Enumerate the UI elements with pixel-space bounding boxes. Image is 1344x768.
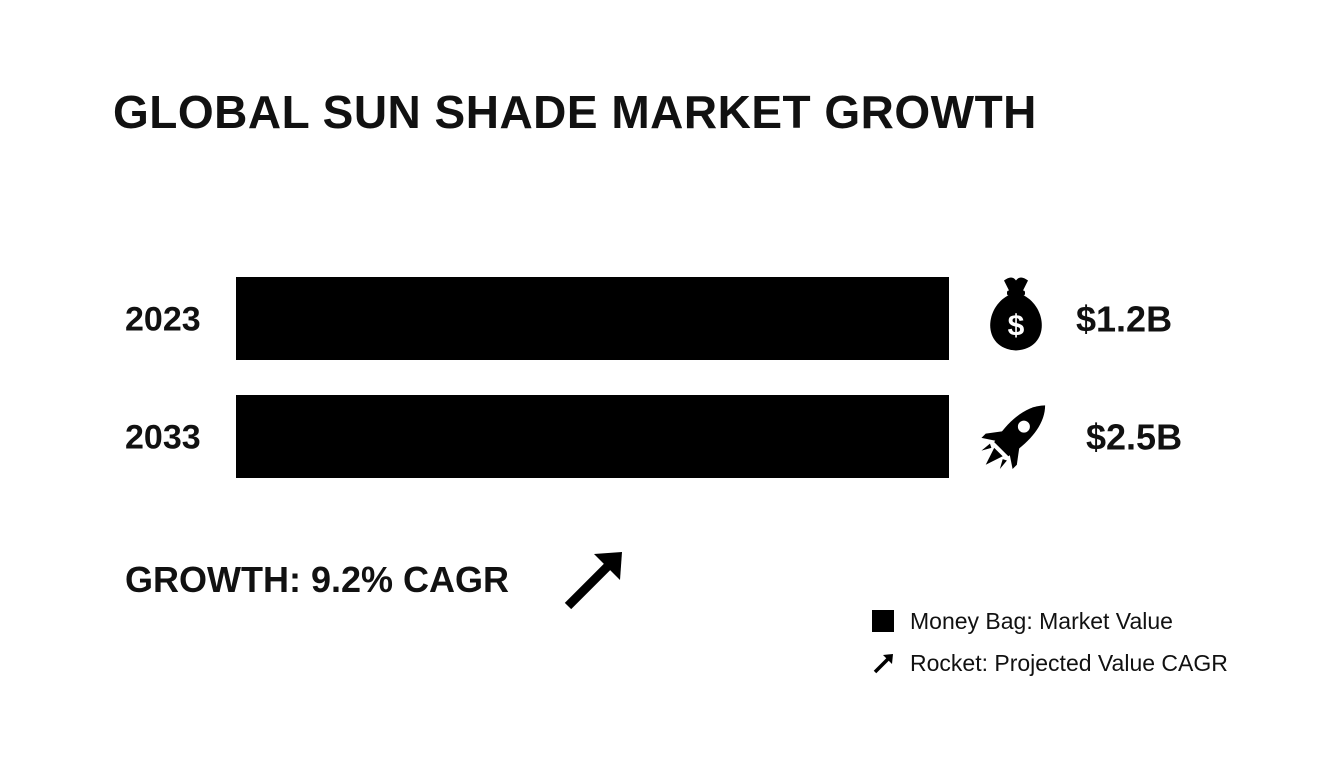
bar (236, 277, 949, 360)
chart-title: GLOBAL SUN SHADE MARKET GROWTH (113, 86, 1037, 138)
bar-row-2023: 2023 $ $1.2B (125, 277, 1172, 360)
value-label: $1.2B (1076, 299, 1172, 340)
legend-label-money-bag: Money Bag: Market Value (910, 607, 1173, 634)
growth-arrow-icon (564, 552, 622, 610)
legend-label-rocket: Rocket: Projected Value CAGR (910, 649, 1228, 676)
arrow-up-right-icon (873, 654, 893, 674)
money-bag-icon: $ (990, 277, 1042, 351)
value-label: $2.5B (1086, 417, 1182, 458)
svg-text:$: $ (1008, 310, 1025, 343)
square-swatch-icon (872, 610, 894, 632)
bar-row-2033: 2033 $2.5B (125, 395, 1182, 478)
category-label: 2023 (125, 301, 201, 339)
rocket-icon (981, 405, 1046, 470)
legend: Money Bag: Market Value Rocket: Projecte… (872, 608, 1228, 692)
growth-label: GROWTH: 9.2% CAGR (125, 559, 510, 600)
bar (236, 395, 949, 478)
category-label: 2033 (125, 419, 201, 457)
legend-item-rocket: Rocket: Projected Value CAGR (872, 650, 1228, 676)
legend-item-money-bag: Money Bag: Market Value (872, 608, 1228, 634)
